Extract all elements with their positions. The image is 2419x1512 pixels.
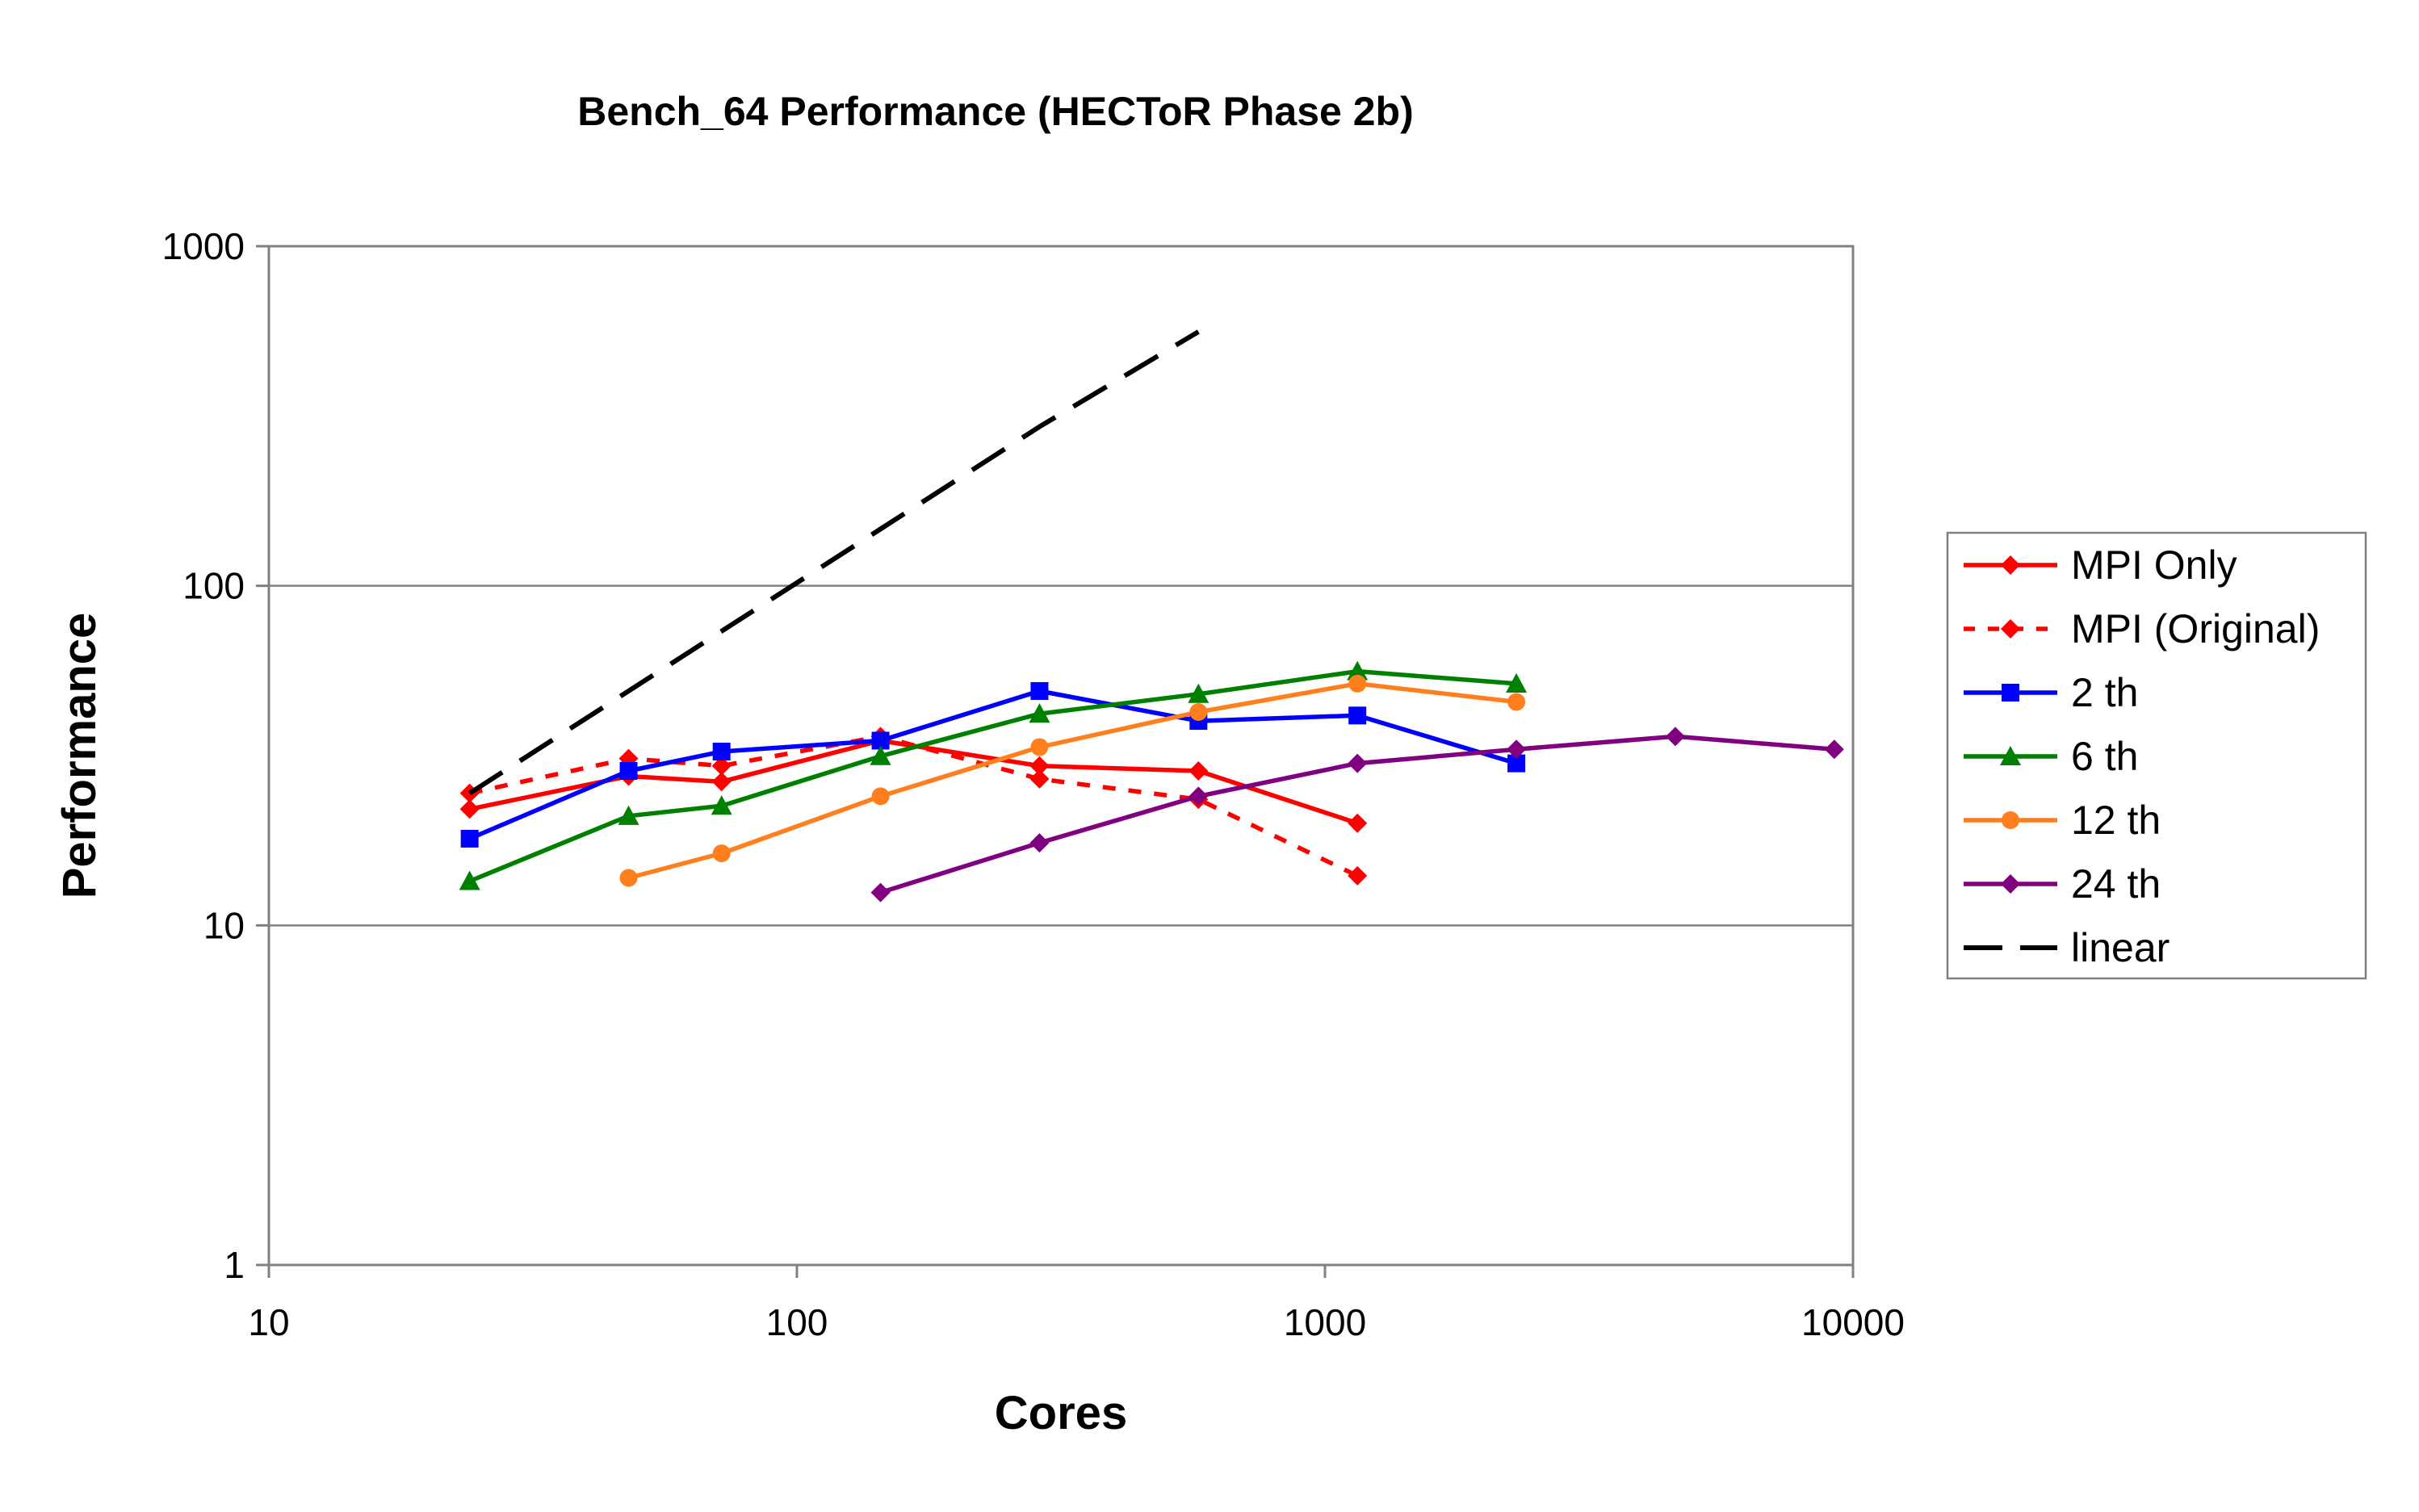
legend-entry: 6 th	[1964, 734, 2138, 779]
legend-marker	[2002, 684, 2019, 702]
legend-entry: MPI Only	[1964, 542, 2237, 588]
data-point	[711, 795, 732, 815]
series-layer	[459, 329, 1844, 903]
data-point	[712, 743, 731, 761]
legend-entry: 24 th	[1964, 861, 2161, 907]
y-axis-title: Performance	[53, 613, 106, 899]
data-point	[870, 745, 891, 765]
chart-title: Bench_64 Performance (HECToR Phase 2b)	[577, 89, 1414, 134]
data-point	[1188, 683, 1210, 703]
legend-label: MPI Only	[2071, 542, 2237, 588]
data-point	[1347, 660, 1369, 681]
legend-label: MPI (Original)	[2071, 606, 2320, 651]
legend-entry: 2 th	[1964, 670, 2138, 715]
data-point	[1189, 702, 1208, 721]
legend-marker	[2001, 555, 2020, 575]
data-point	[1824, 739, 1844, 760]
data-point	[1507, 739, 1527, 760]
data-point	[1348, 706, 1367, 725]
data-point	[1030, 681, 1049, 700]
data-point	[1029, 833, 1050, 853]
data-point	[1507, 754, 1526, 773]
data-point	[871, 787, 890, 806]
data-point	[1507, 693, 1526, 711]
data-point	[712, 844, 731, 863]
legend-marker	[2001, 619, 2020, 639]
data-point	[1029, 756, 1050, 776]
data-point	[871, 731, 890, 750]
x-tick-label: 100	[766, 1301, 828, 1343]
y-tick-label: 100	[182, 565, 245, 607]
data-point	[1030, 738, 1049, 756]
data-point	[459, 870, 480, 890]
legend: MPI Only MPI (Original) 2 th 6 th 12 th 24 th…	[1946, 531, 2367, 980]
series-line	[468, 689, 1517, 841]
legend-label: 24 th	[2071, 861, 2161, 907]
legend-label: linear	[2071, 925, 2170, 970]
series-6-th	[459, 660, 1528, 890]
y-tick-label: 10	[203, 904, 245, 946]
y-tick-label: 1	[224, 1244, 245, 1286]
series-2-th	[460, 681, 1526, 848]
data-point	[1348, 753, 1368, 773]
data-point	[1189, 786, 1209, 806]
data-point	[1348, 865, 1368, 886]
data-point	[1189, 760, 1209, 781]
data-point	[459, 799, 480, 819]
data-point	[711, 756, 732, 776]
data-point	[619, 869, 638, 887]
series-line	[468, 668, 1517, 884]
series-linear	[468, 329, 1200, 796]
data-point	[1348, 674, 1367, 693]
data-point	[870, 882, 891, 903]
data-point	[1665, 727, 1685, 747]
data-point	[1506, 672, 1528, 693]
legend-entry: linear	[1964, 925, 2170, 970]
x-axis-title: Cores	[995, 1387, 1127, 1439]
data-point	[618, 805, 639, 825]
grid-layer	[269, 584, 1853, 927]
legend-label: 6 th	[2071, 734, 2138, 779]
x-tick-label: 1000	[1284, 1301, 1366, 1343]
data-point	[1029, 703, 1050, 723]
legend-entry: MPI (Original)	[1964, 606, 2320, 651]
legend-label: 12 th	[2071, 798, 2161, 843]
series-12-th	[619, 674, 1526, 887]
y-tick-label: 1000	[162, 225, 245, 267]
data-point	[1029, 769, 1050, 789]
legend-label: 2 th	[2071, 670, 2138, 715]
legend-marker	[2002, 811, 2019, 829]
legend-entry: 12 th	[1964, 798, 2161, 843]
data-point	[711, 772, 732, 792]
data-point	[460, 829, 479, 848]
legend-marker	[2001, 874, 2020, 894]
data-point	[619, 761, 638, 780]
plot-frame	[267, 245, 1855, 1267]
x-tick-label: 10000	[1801, 1301, 1905, 1343]
series-line	[468, 329, 1200, 796]
legend-marker	[2000, 746, 2021, 766]
x-tick-label: 10	[248, 1301, 289, 1343]
data-point	[1348, 813, 1368, 833]
series-24-th	[870, 727, 1844, 903]
